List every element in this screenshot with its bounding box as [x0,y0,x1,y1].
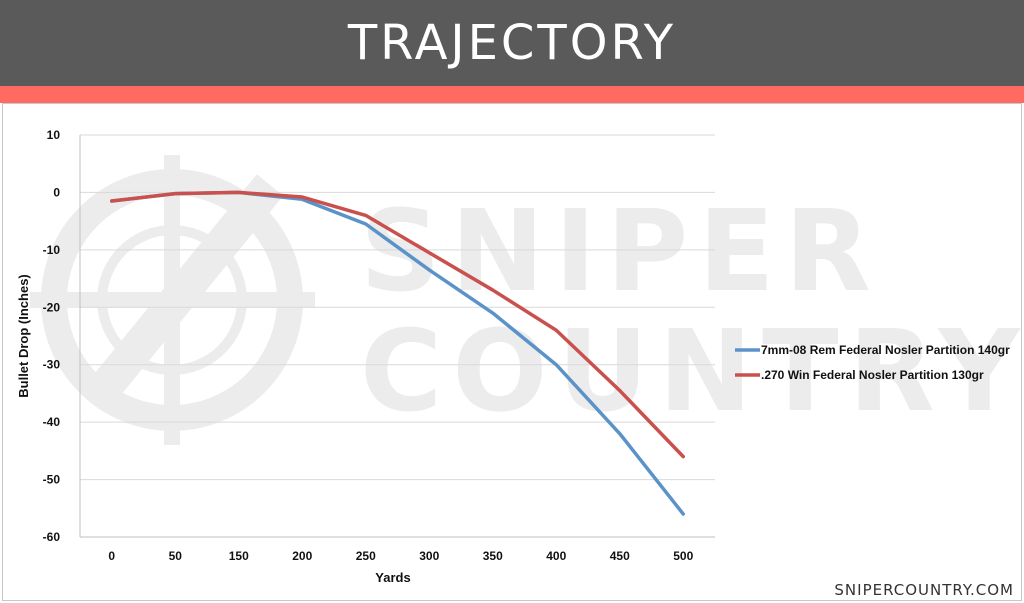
legend: 7mm-08 Rem Federal Nosler Partition 140g… [735,343,1010,382]
crosshair-watermark-icon [30,155,315,445]
x-tick-labels: 0 50 150 200 250 300 350 400 450 500 [108,549,693,563]
x-axis-title: Yards [375,570,410,585]
accent-bar [0,86,1024,103]
y-tick-label: -20 [43,300,61,314]
watermark-line-1: SNIPER [360,187,881,317]
watermark: SNIPER COUNTRY [30,155,1024,445]
x-tick-label: 200 [292,549,312,563]
y-tick-label: 0 [53,185,60,199]
x-tick-label: 450 [610,549,630,563]
x-tick-label: 500 [673,549,693,563]
x-tick-label: 400 [546,549,566,563]
chart-frame [2,103,1022,601]
x-tick-label: 150 [229,549,249,563]
legend-label-2: .270 Win Federal Nosler Partition 130gr [761,368,984,382]
page-title: TRAJECTORY [347,15,677,71]
y-axis-title: Bullet Drop (Inches) [16,274,31,398]
series-line-2 [110,190,685,459]
y-tick-labels: 10 0 -10 -20 -30 -40 -50 -60 [43,128,61,544]
legend-label-1: 7mm-08 Rem Federal Nosler Partition 140g… [761,343,1010,357]
header-banner: TRAJECTORY [0,0,1024,86]
y-tick-label: -30 [43,358,61,372]
y-tick-label: 10 [47,128,61,142]
y-tick-label: -60 [43,530,61,544]
x-tick-label: 50 [169,549,183,563]
y-tick-label: -40 [43,415,61,429]
axes [79,135,715,538]
x-tick-label: 0 [108,549,115,563]
site-url: SNIPERCOUNTRY.COM [834,581,1014,599]
y-tick-label: -50 [43,473,61,487]
x-tick-label: 300 [419,549,439,563]
y-tick-label: -10 [43,243,61,257]
series-lines [110,190,685,516]
x-tick-label: 350 [483,549,503,563]
x-tick-label: 250 [356,549,376,563]
watermark-line-2: COUNTRY [360,307,1024,437]
